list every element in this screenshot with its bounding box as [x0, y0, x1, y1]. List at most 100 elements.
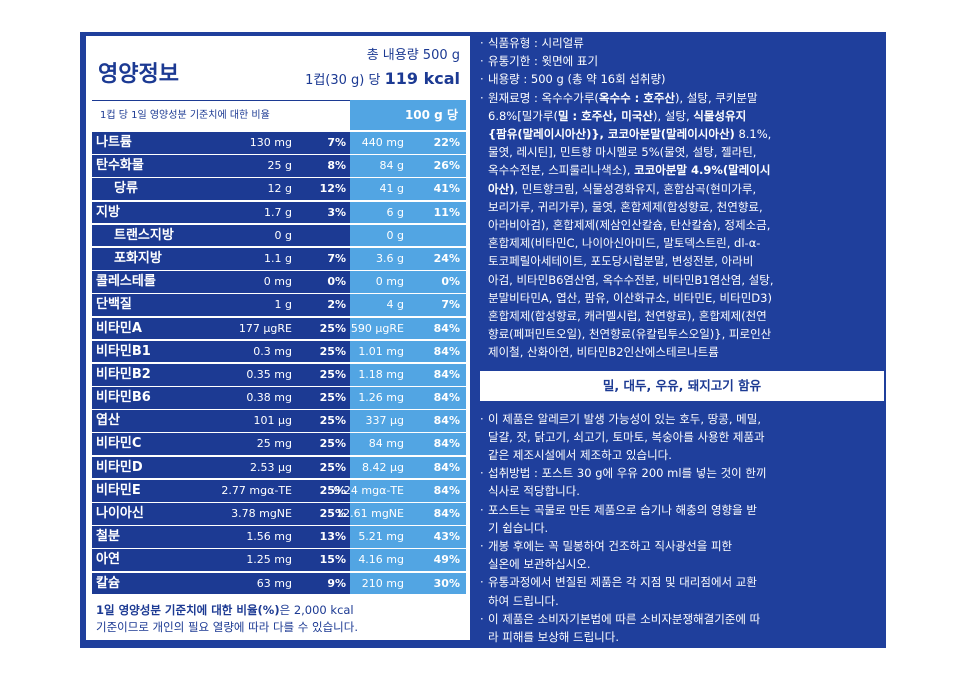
daily-value-per-100g: 84% — [433, 437, 460, 451]
daily-value-per-100g: 84% — [433, 507, 460, 520]
nutrient-row: 비타민B6 0.38 mg 25% 1.26 mg 84% — [92, 387, 466, 409]
footnote-text-2: 기준이므로 개인의 필요 열량에 따라 다를 수 있습니다. — [96, 620, 359, 634]
row-right-background — [350, 317, 466, 340]
nutrient-name: 나이아신 — [96, 506, 144, 521]
row-right-background — [350, 340, 466, 363]
nutrient-name: 나트륨 — [96, 135, 132, 150]
ingredients: 원재료명 : 옥수수가루(옥수수 : 호주산), 설탕, 쿠키분말 6.8%[밀… — [480, 89, 884, 362]
daily-value-per-100g: 49% — [433, 553, 460, 567]
nutrient-row: 단백질 1 g 2% 4 g 7% — [92, 294, 466, 316]
nutrient-row: 당류 12 g 12% 41 g 41% — [92, 178, 466, 201]
ing-text: , 민트향크림, 식물성경화유지, 혼합삼곡(현미가루, — [514, 181, 757, 196]
daily-value-per-serving: 13% — [319, 530, 346, 544]
row-left-background — [92, 410, 350, 432]
manufacturer: 제조원 : 동서식품(주) 충청북도 진천군 광혜원면 광혜원 산단2길 78-… — [480, 646, 884, 682]
daily-value-per-serving: 25% — [319, 437, 346, 451]
daily-value-per-100g: 84% — [433, 367, 460, 381]
food-type: 식품유형 : 시리얼류 — [480, 34, 884, 52]
amount-per-serving: 2.77 mgα-TE — [221, 483, 292, 497]
row-left-background — [92, 247, 350, 270]
ing-text: 제이철, 산화아연, 비타민B2인산에스테르나트륨 — [488, 345, 719, 360]
amount-per-100g: 210 mg — [361, 576, 404, 590]
consumer-compensation: 이 제품은 소비자기본법에 따른 소비자분쟁해결기준에 따 라 피해를 보상해 … — [480, 610, 884, 646]
ing-text: 6.8%[밀가루( — [488, 108, 558, 123]
amount-per-100g: 1.26 mg — [358, 391, 404, 405]
amount-per-serving: 1 g — [274, 298, 292, 312]
daily-value-per-100g: 11% — [433, 205, 460, 219]
row-left-background — [92, 572, 350, 595]
row-right-background — [350, 456, 466, 479]
row-left-background — [92, 155, 350, 177]
amount-per-serving: 0.35 mg — [246, 367, 292, 381]
note-line: 유통과정에서 변질된 제품은 각 지점 및 대리점에서 교환 — [488, 575, 757, 590]
amount-per-100g: 4.16 mg — [358, 553, 404, 567]
daily-value-per-100g: 7% — [441, 298, 460, 312]
amount-per-serving: 3.78 mgNE — [231, 507, 292, 520]
ing-text: 혼합제제(합성향료, 캐러멜시럽, 천연향료), 혼합제제(천연 — [488, 309, 767, 324]
amount-per-serving: 25 mg — [256, 437, 292, 451]
amount-per-serving: 25 g — [267, 159, 292, 173]
daily-value-per-serving: 25% — [319, 507, 346, 520]
serving-method: 섭취방법 : 포스트 30 g에 우유 200 ml를 넣는 것이 한끼 식사로… — [480, 464, 884, 500]
row-right-background — [350, 363, 466, 386]
nutrient-name: 비타민A — [96, 320, 142, 336]
daily-value-per-100g: 26% — [433, 159, 460, 173]
daily-value-per-serving: 25% — [319, 414, 346, 428]
nutrition-title: 영양정보 — [98, 62, 179, 87]
daily-value-per-100g: 84% — [433, 344, 460, 358]
daily-value-per-100g: 84% — [433, 483, 460, 497]
per-100g-header: 100 g 당 — [350, 100, 466, 130]
serving-size: 1컵(30 g) 당 — [305, 73, 381, 88]
amount-per-serving: 101 μg — [253, 414, 292, 428]
row-right-background — [350, 247, 466, 270]
daily-value-per-100g: 0% — [441, 275, 460, 289]
amount-per-serving: 1.1 g — [264, 251, 292, 265]
amount-per-serving: 12 g — [267, 182, 292, 196]
ing-text: 8.1%, — [734, 127, 772, 142]
amount-per-100g: 440 mg — [361, 136, 404, 149]
nutrient-row: 탄수화물 25 g 8% 84 g 26% — [92, 155, 466, 177]
row-right-background — [350, 155, 466, 177]
nutrient-row: 콜레스테롤 0 mg 0% 0 mg 0% — [92, 271, 466, 293]
ing-origin: 옥수수 : 호주산 — [598, 90, 675, 105]
amount-per-serving: 1.7 g — [264, 205, 292, 219]
amount-per-100g: 41 g — [379, 182, 404, 196]
daily-value-per-serving: 0% — [327, 275, 346, 289]
amount-per-100g: 1.18 mg — [358, 367, 404, 381]
note-line: 하여 드립니다. — [488, 593, 559, 608]
daily-value-per-serving: 7% — [327, 136, 346, 149]
daily-value-per-100g: 41% — [433, 182, 460, 196]
daily-value-per-serving: 12% — [319, 182, 346, 196]
row-left-background — [92, 526, 350, 548]
ing-origin: 밀 : 호주산, 미국산 — [557, 108, 653, 123]
amount-per-serving: 0 mg — [263, 275, 292, 289]
amount-per-serving: 0.3 mg — [253, 344, 292, 358]
nutrient-row: 비타민B2 0.35 mg 25% 1.18 mg 84% — [92, 363, 466, 386]
storage-instructions: 개봉 후에는 꼭 밀봉하여 건조하고 직사광선을 피한 실온에 보관하십시오. — [480, 537, 884, 573]
nutrient-name: 탄수화물 — [96, 158, 144, 174]
amount-per-100g: 8.42 μg — [362, 460, 404, 474]
row-left-background — [92, 503, 350, 525]
row-left-background — [92, 178, 350, 201]
ing-text: 토코페릴아세테이트, 포도당시럽분말, 변성전분, 아라비 — [488, 254, 754, 269]
daily-value-per-100g: 24% — [433, 251, 460, 265]
row-right-background — [350, 572, 466, 595]
amount-per-serving: 1.56 mg — [246, 530, 292, 544]
nutrient-row: 포화지방 1.1 g 7% 3.6 g 24% — [92, 247, 466, 270]
note-line: 달걀, 잣, 닭고기, 쇠고기, 토마토, 복숭아를 사용한 제품과 — [488, 429, 765, 444]
nutrient-row: 아연 1.25 mg 15% 4.16 mg 49% — [92, 549, 466, 572]
nutrient-name: 트랜스지방 — [114, 227, 174, 243]
row-left-background — [92, 340, 350, 363]
row-right-background — [350, 410, 466, 432]
row-right-background — [350, 479, 466, 502]
note-line: 이 제품은 알레르기 발생 가능성이 있는 호두, 땅콩, 메밀, — [488, 411, 761, 426]
row-right-background — [350, 433, 466, 456]
daily-value-per-serving: 15% — [319, 553, 346, 567]
amount-per-100g: 9.24 mgα-TE — [333, 483, 404, 497]
row-right-background — [350, 178, 466, 201]
row-right-background — [350, 132, 466, 154]
exchange-policy: 유통과정에서 변질된 제품은 각 지점 및 대리점에서 교환 하여 드립니다. — [480, 573, 884, 609]
amount-per-serving: 130 mg — [249, 136, 292, 149]
ing-origin: 식물성유지 — [693, 108, 747, 123]
product-label: 영양정보 총 내용량 500 g 1컵(30 g) 당 119 kcal 1컵 … — [80, 32, 886, 681]
